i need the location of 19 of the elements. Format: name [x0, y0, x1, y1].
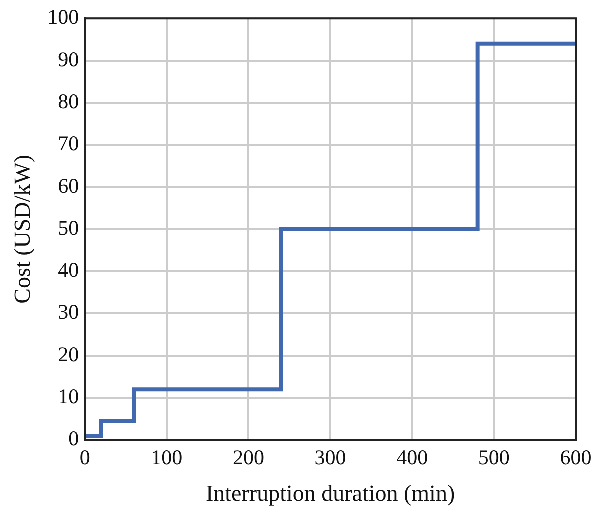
x-tick-label: 200 — [232, 445, 264, 470]
y-tick-label: 100 — [48, 5, 80, 30]
y-tick-label: 90 — [58, 47, 80, 72]
y-tick-label: 20 — [58, 342, 80, 366]
y-tick-label: 30 — [58, 300, 80, 324]
y-tick-label: 70 — [58, 132, 80, 156]
x-tick-label: 100 — [151, 445, 183, 470]
y-tick-label: 50 — [58, 216, 80, 240]
x-tick-label: 300 — [314, 445, 346, 470]
x-tick-label: 600 — [560, 445, 592, 470]
y-tick-label: 0 — [68, 426, 80, 451]
x-axis-title: Interruption duration (min) — [206, 481, 456, 506]
y-tick-label: 10 — [58, 384, 80, 409]
y-axis-title: Cost (USD/kW) — [10, 154, 35, 304]
x-tick-label: 500 — [478, 445, 510, 470]
x-tick-label: 400 — [396, 445, 428, 470]
y-tick-label: 40 — [58, 258, 80, 282]
y-tick-label: 80 — [58, 89, 80, 114]
y-tick-label: 60 — [58, 174, 80, 198]
